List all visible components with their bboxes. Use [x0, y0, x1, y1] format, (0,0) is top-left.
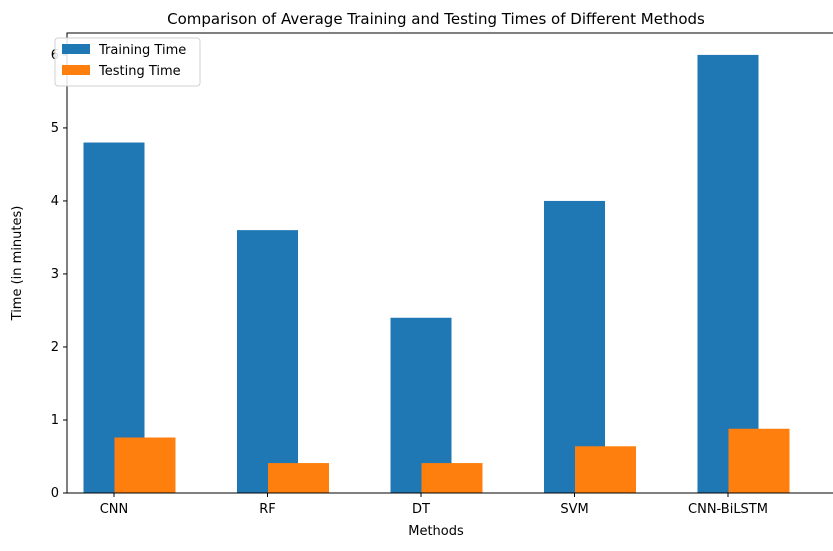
x-tick-label: DT	[412, 502, 430, 517]
chart-title: Comparison of Average Training and Testi…	[167, 10, 705, 28]
legend-swatch	[62, 65, 90, 75]
y-axis-label: Time (in minutes)	[10, 206, 25, 322]
bar-testing-cnn-bilstm	[728, 428, 790, 493]
legend-box	[54, 37, 201, 87]
plot-frame	[66, 32, 833, 494]
x-axis: CNN RF DT SVM CNN-BiLSTM	[100, 493, 768, 517]
bar-testing-dt	[421, 463, 483, 493]
legend: Training Time Testing Time	[54, 37, 201, 87]
x-tick-label: RF	[259, 502, 276, 517]
y-tick-label: 4	[51, 194, 59, 209]
bar-testing-cnn	[114, 437, 176, 493]
bar-training-cnn	[83, 142, 145, 493]
y-tick-label: 3	[51, 267, 59, 282]
x-tick-label: CNN-BiLSTM	[688, 502, 768, 517]
bar-training-cnn-bilstm	[697, 54, 759, 494]
x-tick-label: SVM	[560, 502, 588, 517]
y-tick-label: 5	[51, 121, 59, 136]
y-tick-label: 0	[51, 486, 59, 501]
legend-label: Testing Time	[98, 64, 181, 79]
x-tick-label: CNN	[100, 502, 129, 517]
bar-training-rf	[237, 230, 298, 493]
y-tick-label: 2	[51, 340, 59, 355]
y-axis: 0123456	[51, 48, 67, 501]
bars-group	[83, 54, 790, 494]
legend-label: Training Time	[98, 43, 186, 58]
x-axis-label: Methods	[408, 524, 464, 539]
bar-testing-svm	[575, 446, 636, 493]
bar-training-svm	[544, 200, 605, 493]
bar-testing-rf	[268, 463, 329, 493]
legend-swatch	[62, 44, 90, 54]
y-tick-label: 1	[51, 413, 59, 428]
